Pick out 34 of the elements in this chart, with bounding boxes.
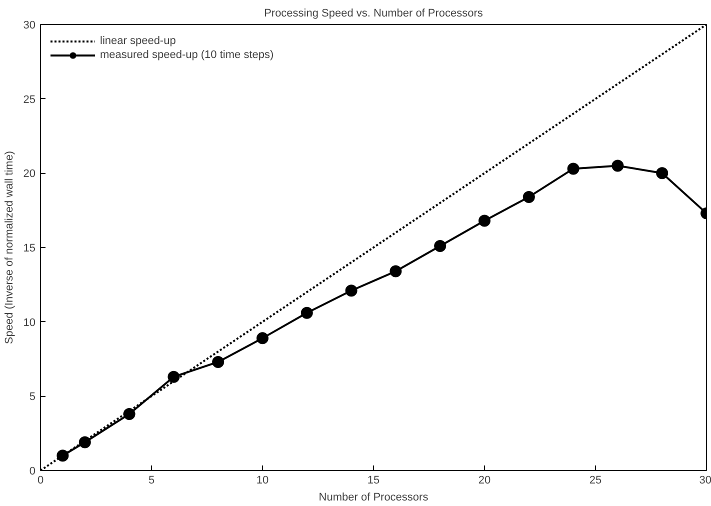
legend-label: linear speed-up (100, 34, 176, 48)
point (212, 356, 224, 368)
y-tick-label: 30 (23, 20, 36, 32)
y-tick-label: 0 (29, 466, 36, 478)
chart-title: Processing Speed vs. Number of Processors (264, 8, 484, 20)
x-tick-label: 0 (37, 474, 44, 486)
point (522, 190, 535, 203)
point (434, 240, 446, 252)
point (256, 332, 268, 344)
x-tick-label: 25 (589, 474, 602, 486)
x-tick-label: 15 (367, 474, 380, 486)
y-tick-label: 25 (23, 94, 36, 106)
point (390, 265, 402, 278)
y-axis-title: Speed (Inverse of normalized wall time) (3, 150, 16, 344)
point (56, 450, 69, 462)
x-tick-label: 20 (478, 474, 491, 486)
x-tick-label: 10 (256, 474, 269, 486)
y-tick-label: 10 (23, 316, 36, 329)
point (123, 408, 136, 420)
x-axis-title: Number of Processors (318, 492, 429, 504)
y-tick-label: 20 (23, 168, 36, 180)
point (656, 167, 668, 180)
point (78, 436, 91, 448)
point (478, 214, 490, 227)
point (168, 370, 180, 383)
y-tick-label: 15 (23, 242, 36, 254)
point (612, 160, 624, 172)
y-tick-label: 5 (29, 391, 36, 404)
x-tick-label: 5 (148, 474, 155, 486)
x-tick-label: 30 (699, 474, 711, 486)
point (300, 306, 313, 319)
point (567, 162, 580, 175)
point (345, 284, 358, 297)
legend-label: measured speed-up (10 time steps) (100, 48, 274, 62)
